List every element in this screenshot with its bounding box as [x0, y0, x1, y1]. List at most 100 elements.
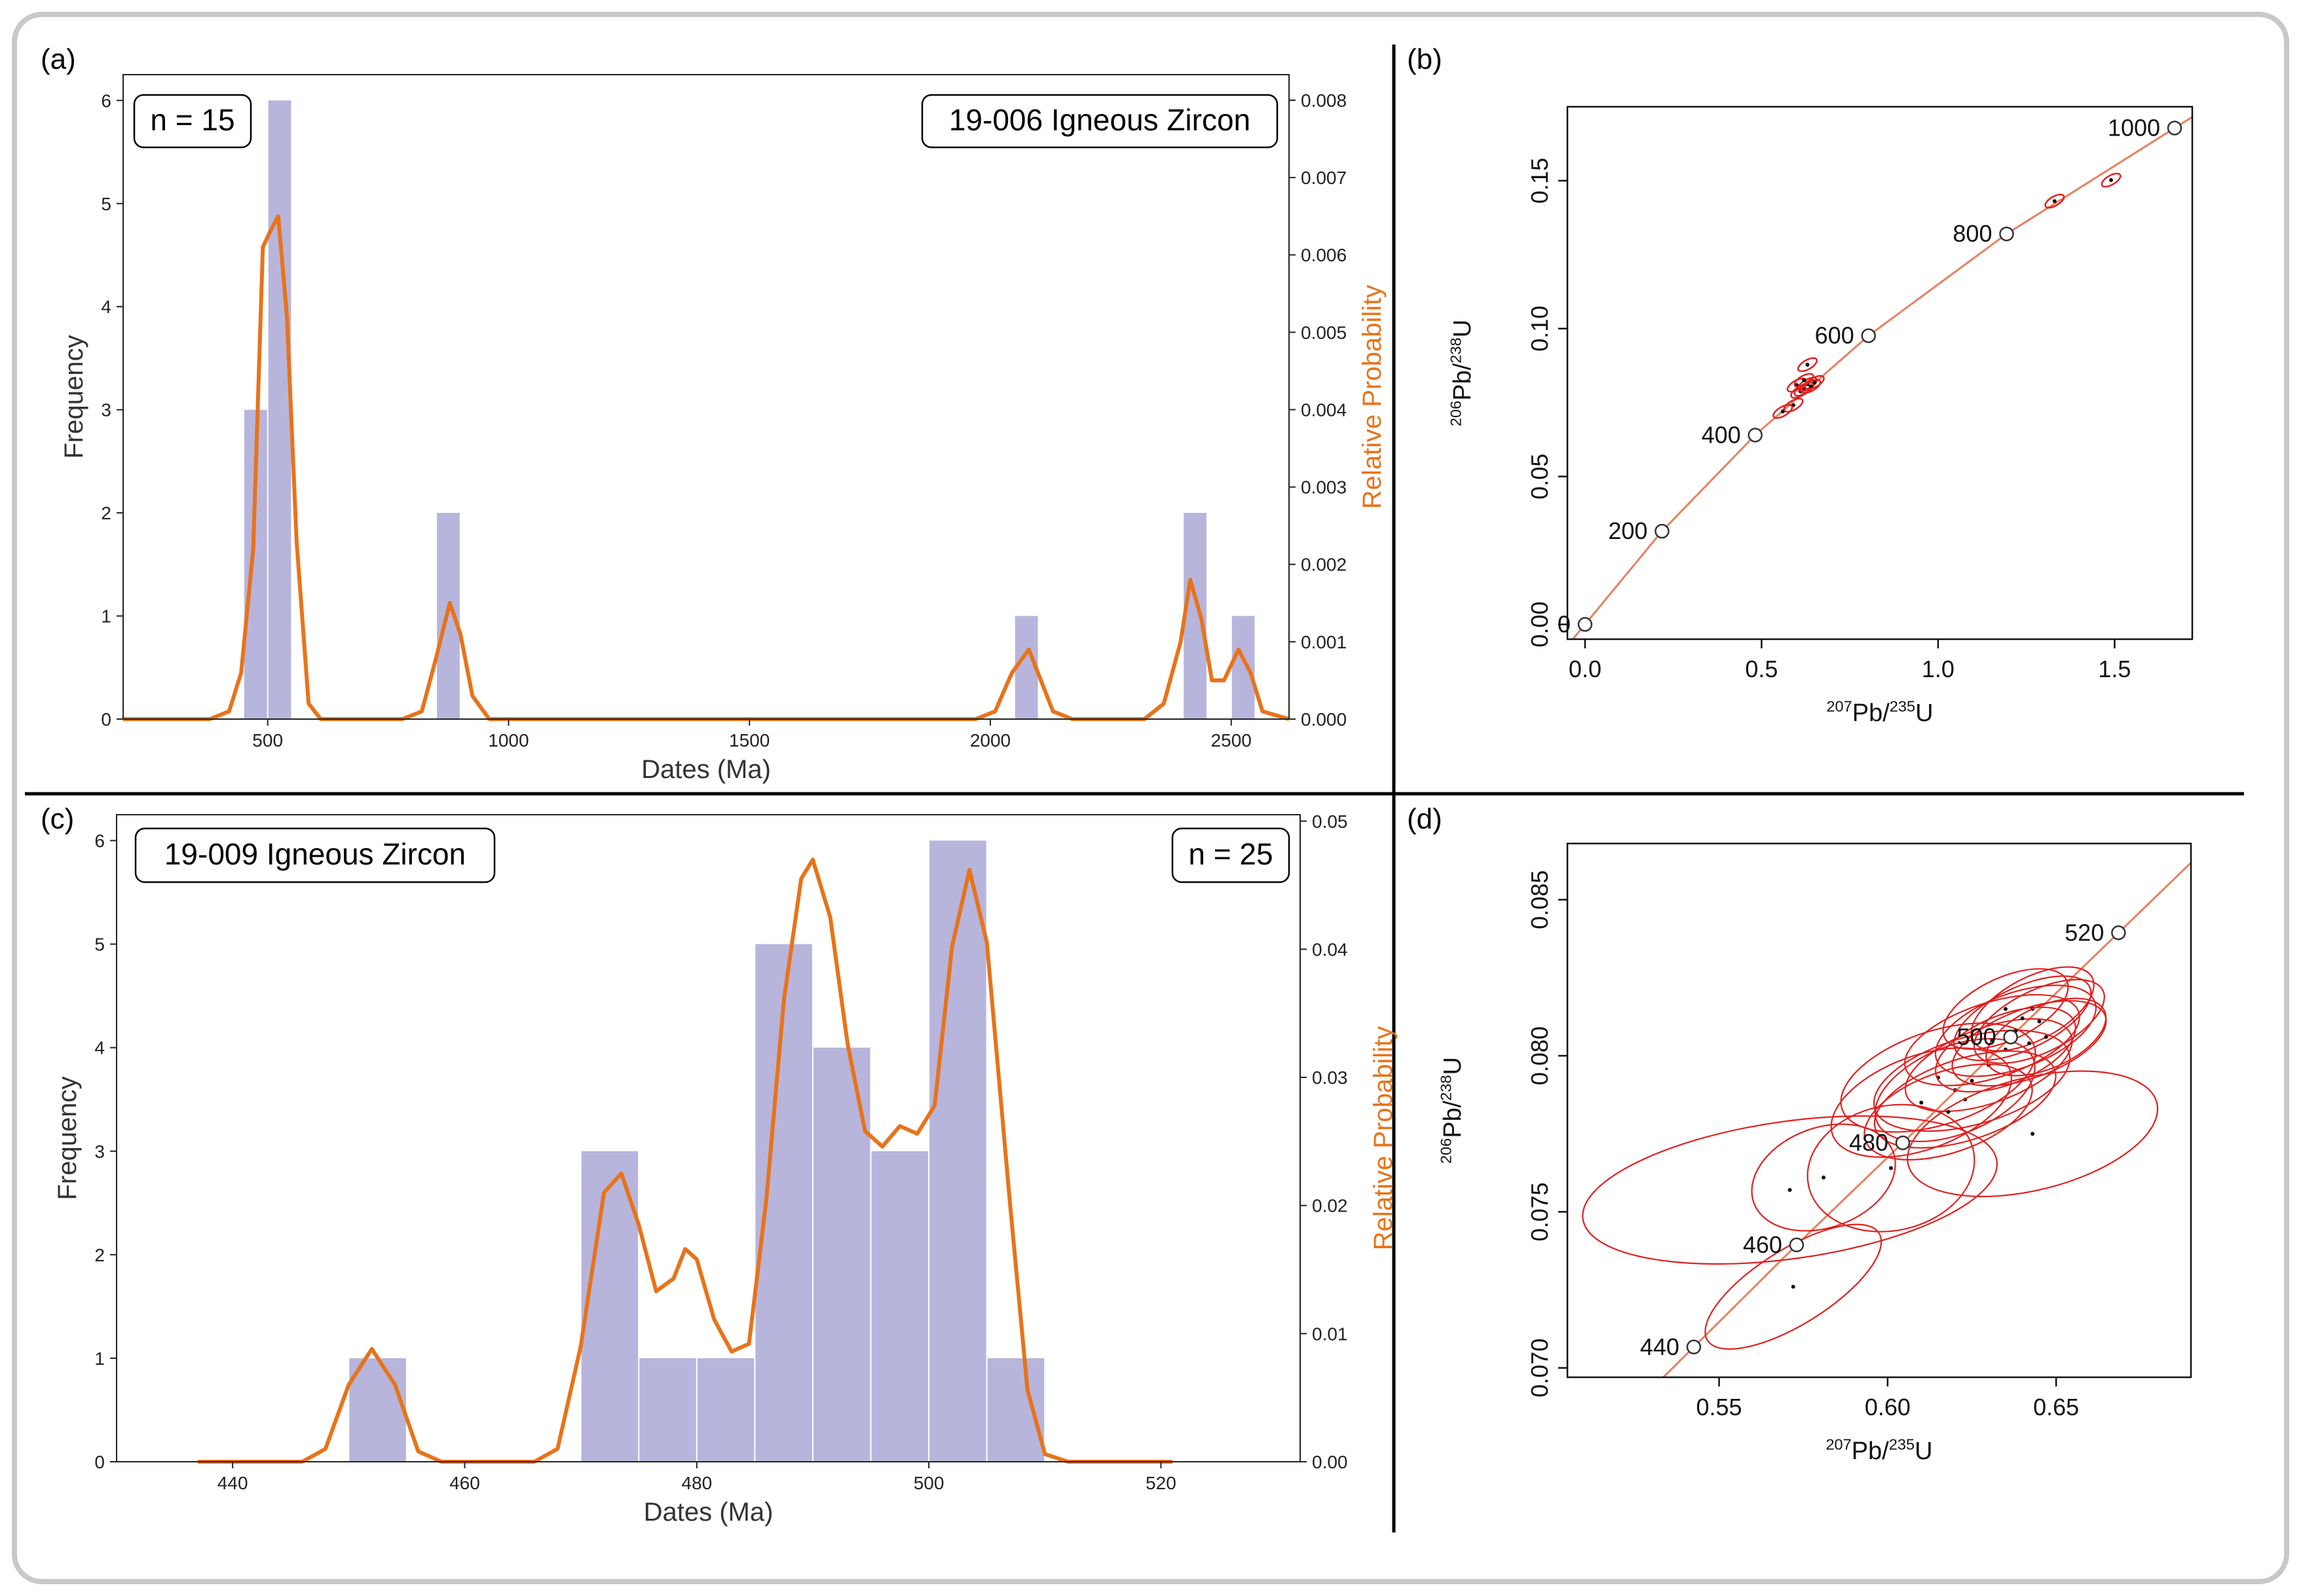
panel-c-y2tick-label-0: 0.00	[1312, 1452, 1348, 1472]
panel-d-ellipse-center-0	[1791, 1284, 1795, 1289]
panel-b-ellipse-center-9	[1805, 362, 1810, 367]
panel-d-age-marker-440	[1686, 1339, 1702, 1355]
panel-d-age-label-500: 500	[1957, 1023, 1996, 1050]
panel-c-n-label: n = 25	[1188, 837, 1273, 871]
panel-d-ellipse-center-19	[1946, 1109, 1951, 1114]
panel-a-y2label: Relative Probability	[1358, 285, 1387, 509]
panel-a-ytick-label-4: 4	[101, 297, 111, 317]
panel-d-error-ellipse-18	[1951, 1000, 2107, 1087]
panel-d-age-label-480: 480	[1849, 1129, 1888, 1156]
panel-b-age-marker-200	[1655, 523, 1670, 539]
panel-a-ytick-label-1: 1	[101, 606, 111, 627]
panel-a-ytick-label-0: 0	[101, 709, 111, 730]
panel-d-age-label-520: 520	[2065, 919, 2104, 946]
panel-a-n-label: n = 15	[150, 103, 234, 137]
panel-b-error-ellipse-11	[2101, 172, 2122, 188]
panel-b-ellipse-center-7	[1780, 409, 1785, 414]
panel-d-xtick-label-0: 0.55	[1696, 1394, 1742, 1420]
panel-c-ytick-label-4: 4	[94, 1038, 105, 1058]
panel-d-age-label-460: 460	[1743, 1231, 1782, 1258]
panel-c-xtick-label-1: 460	[449, 1473, 480, 1493]
panel-d-ellipse-center-1	[1787, 1188, 1792, 1193]
panel-a-ytick-label-5: 5	[101, 194, 111, 214]
panel-b-ellipse-center-8	[1812, 380, 1817, 384]
panel-c-y2label: Relative Probability	[1369, 1026, 1398, 1250]
panel-b-age-label-200: 200	[1608, 517, 1647, 544]
panel-a-ytick-label-2: 2	[101, 503, 111, 523]
panel-c-xtick-label-4: 520	[1146, 1473, 1176, 1493]
panel-c-ytick-label-2: 2	[94, 1245, 105, 1265]
panel-b-xtick-label-1: 0.5	[1745, 656, 1778, 682]
panel-c-xtick-label-0: 440	[217, 1473, 248, 1493]
panel-a-histogram: 500 1000 1500 2000 2500 0 1 2 3 4 5 6 0.000 0.001 0.00…	[60, 74, 1387, 784]
panel-c-y2tick-label-2: 0.02	[1312, 1196, 1348, 1216]
panel-a-bar-5	[1231, 616, 1255, 719]
panel-c-bar-0	[349, 1358, 406, 1462]
panel-b-error-ellipse-8	[1804, 375, 1825, 390]
panel-c-bar-3	[697, 1358, 755, 1462]
panel-a-y2tick-label-2: 0.002	[1301, 555, 1347, 575]
panel-b-plot-area	[1571, 115, 2192, 639]
panel-d-age-marker-500	[2003, 1030, 2018, 1045]
panel-d-ellipse-center-18	[2027, 1041, 2031, 1046]
panel-d-error-ellipse-14	[1973, 978, 2105, 1064]
panel-d-ellipse-center-20	[2003, 1007, 2008, 1011]
panel-d-ellipse-center-4	[1919, 1100, 1924, 1105]
panel-d-ellipse-center-14	[2037, 1019, 2042, 1024]
panel-b-age-marker-800	[1999, 226, 2014, 242]
panel-d-ellipse-center-17	[1990, 1038, 1994, 1043]
panel-b-error-ellipse-10	[2044, 193, 2065, 209]
panel-c-ytick-label-0: 0	[94, 1452, 105, 1472]
panel-a-y2tick-label-8: 0.008	[1301, 90, 1347, 111]
panel-c-bar-7	[929, 840, 986, 1462]
panel-c-y2tick-label-3: 0.03	[1312, 1067, 1348, 1088]
panel-c-bar-6	[871, 1151, 929, 1462]
panel-d-ytick-label-0: 0.070	[1526, 1339, 1553, 1398]
panel-d-ellipse-center-2	[1822, 1175, 1826, 1179]
panel-a-xtick-label-4: 2500	[1211, 730, 1252, 751]
panel-d-error-ellipse-5	[1840, 1022, 2036, 1133]
panel-d-ytick-label-1: 0.075	[1526, 1182, 1553, 1241]
panel-a-xlabel: Dates (Ma)	[641, 755, 771, 784]
panel-a-ytick-label-6: 6	[101, 90, 111, 111]
panel-d-ellipse-center-16	[2030, 1132, 2035, 1136]
panel-a-letter: (a)	[41, 43, 76, 75]
panel-b-ylabel: 206Pb/238U	[1448, 320, 1476, 426]
panel-b-ellipse-center-10	[2052, 199, 2057, 204]
panel-d-ytick-label-2: 0.080	[1526, 1026, 1553, 1085]
panel-a-y2tick-label-6: 0.006	[1301, 245, 1347, 265]
panel-a-y2tick-label-3: 0.003	[1301, 477, 1347, 498]
panel-c-y2tick-label-5: 0.05	[1312, 811, 1348, 832]
panel-a-ytick-label-3: 3	[101, 400, 111, 420]
panel-b-error-ellipse-7	[1772, 403, 1793, 419]
panel-d-error-ellipse-16	[1907, 1070, 2159, 1198]
panel-a-sample-box: 19-006 Igneous Zircon	[921, 94, 1279, 149]
panel-c-bar-8	[987, 1358, 1045, 1462]
panel-a-y2tick-label-5: 0.005	[1301, 322, 1347, 343]
panel-b-plot-frame	[1566, 105, 2194, 640]
panel-c-probability-curve	[198, 857, 1173, 1464]
panel-a-xtick-label-0: 500	[252, 730, 283, 751]
panel-a-xtick-label-1: 1000	[488, 730, 529, 751]
panel-a-y2tick-label-4: 0.004	[1301, 399, 1347, 420]
panel-c-histogram: 440 460 480 500 520 0 1 2 3 4 5 6 0.00 0.01 0.02 0.03 0.…	[53, 811, 1398, 1527]
panel-c-xtick-label-2: 480	[681, 1473, 712, 1493]
panel-d-xtick-label-2: 0.65	[2033, 1394, 2079, 1420]
panel-d-error-ellipse-17	[1903, 993, 2080, 1086]
panel-b-ytick-label-2: 0.10	[1526, 306, 1553, 352]
panel-d-ytick-label-3: 0.085	[1526, 870, 1553, 929]
panel-d-error-ellipse-6	[1874, 1037, 2036, 1143]
panel-b-ytick-label-0: 0.00	[1526, 601, 1553, 647]
panel-c-sample-box: 19-009 Igneous Zircon	[134, 827, 496, 883]
panel-c-letter: (c)	[41, 803, 74, 835]
panel-c-bar-1	[581, 1151, 639, 1462]
panel-c-ytick-label-3: 3	[94, 1141, 105, 1162]
panel-b-ytick-label-1: 0.05	[1526, 454, 1553, 500]
panel-b-error-ellipse-9	[1797, 357, 1818, 373]
panel-b-xlabel: 207Pb/235U	[1826, 698, 1933, 727]
panel-d-error-ellipse-15	[1985, 997, 2107, 1077]
panel-d-error-ellipse-1	[1582, 1115, 1998, 1265]
panel-a-y2tick-label-0: 0.000	[1301, 709, 1347, 730]
panel-d-error-ellipse-20	[1942, 968, 2069, 1050]
